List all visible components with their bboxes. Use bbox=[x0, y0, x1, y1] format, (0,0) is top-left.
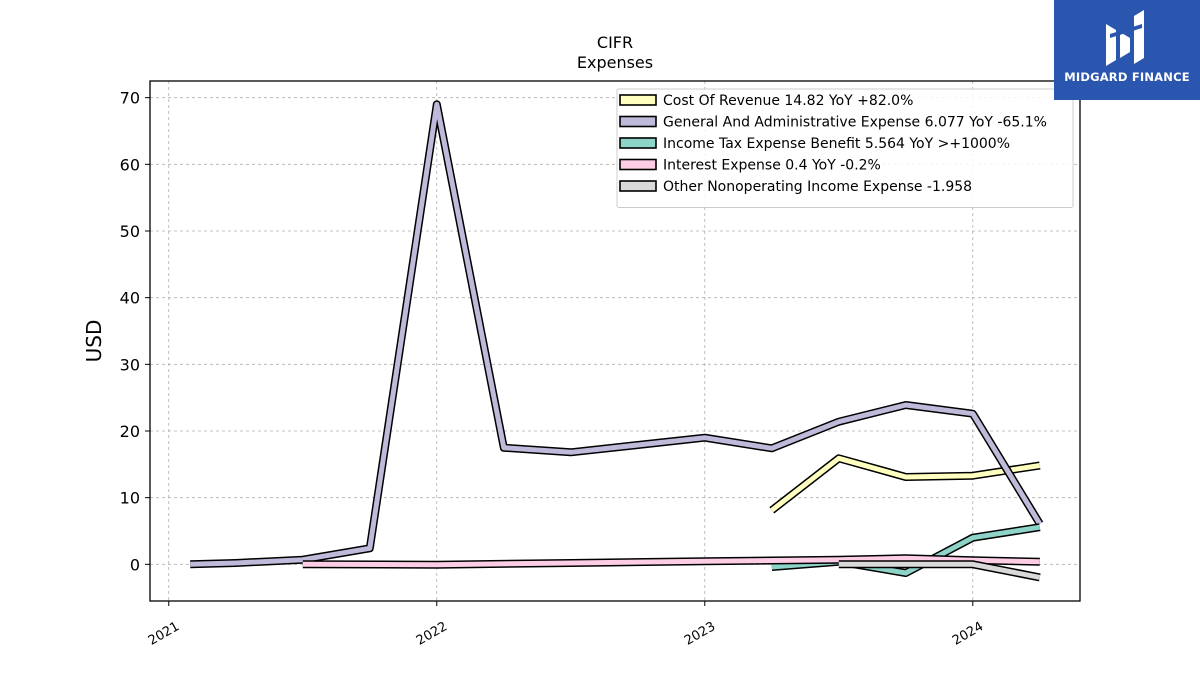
brand-logo: MIDGARD FINANCE bbox=[1054, 0, 1200, 100]
series-layer bbox=[190, 100, 1044, 582]
legend-label: Other Nonoperating Income Expense -1.958 bbox=[663, 179, 972, 195]
legend: Cost Of Revenue 14.82 YoY +82.0% General … bbox=[616, 88, 1074, 208]
y-axis-label: USD bbox=[82, 320, 106, 363]
logo-mark-icon bbox=[1106, 10, 1144, 66]
y-tick-label: 20 bbox=[120, 422, 140, 441]
legend-item: Income Tax Expense Benefit 5.564 YoY >+1… bbox=[619, 136, 1010, 152]
series-stroke bbox=[302, 555, 1040, 568]
x-tick-label: 2021 bbox=[146, 619, 182, 649]
brand-name: MIDGARD FINANCE bbox=[1064, 70, 1190, 84]
legend-item: General And Administrative Expense 6.077… bbox=[619, 115, 1047, 131]
y-tick-label: 10 bbox=[120, 489, 140, 508]
series-stroke bbox=[190, 101, 1042, 567]
legend-item: Other Nonoperating Income Expense -1.958 bbox=[619, 179, 972, 195]
series-stroke bbox=[838, 561, 1041, 580]
x-tick-label: 2022 bbox=[414, 619, 450, 649]
series-line-1 bbox=[190, 100, 1044, 569]
y-tick-label: 60 bbox=[120, 155, 140, 174]
legend-box bbox=[616, 88, 1074, 208]
legend-swatch bbox=[619, 158, 657, 171]
legend-item: Interest Expense 0.4 YoY -0.2% bbox=[619, 158, 881, 174]
y-tick-label: 30 bbox=[120, 355, 140, 374]
y-tick-label: 0 bbox=[130, 555, 140, 574]
series-line-3 bbox=[302, 554, 1040, 569]
series-line-0 bbox=[769, 454, 1041, 514]
legend-label: General And Administrative Expense 6.077… bbox=[663, 115, 1047, 131]
legend-item: Cost Of Revenue 14.82 YoY +82.0% bbox=[619, 93, 913, 109]
legend-swatch bbox=[619, 137, 657, 149]
series-line-4 bbox=[838, 560, 1041, 582]
chart-title: CIFR bbox=[597, 33, 633, 52]
y-axis: 0 10 20 30 40 50 60 70 bbox=[120, 89, 150, 574]
y-tick-label: 70 bbox=[120, 89, 140, 108]
y-tick-label: 40 bbox=[120, 289, 140, 308]
legend-label: Income Tax Expense Benefit 5.564 YoY >+1… bbox=[663, 136, 1010, 152]
x-tick-label: 2023 bbox=[682, 619, 718, 649]
series-outline bbox=[769, 454, 1041, 514]
y-tick-label: 50 bbox=[120, 222, 140, 241]
legend-swatch bbox=[619, 115, 657, 128]
legend-label: Interest Expense 0.4 YoY -0.2% bbox=[663, 158, 881, 174]
plot-frame bbox=[149, 80, 1081, 602]
legend-swatch bbox=[619, 180, 657, 192]
chart-subtitle: Expenses bbox=[577, 53, 653, 72]
series-stroke bbox=[770, 455, 1041, 513]
legend-label: Cost Of Revenue 14.82 YoY +82.0% bbox=[663, 93, 913, 109]
legend-swatch bbox=[619, 94, 657, 106]
x-axis: 2021 2022 2023 2024 bbox=[146, 601, 986, 649]
x-tick-label: 2024 bbox=[950, 619, 986, 649]
